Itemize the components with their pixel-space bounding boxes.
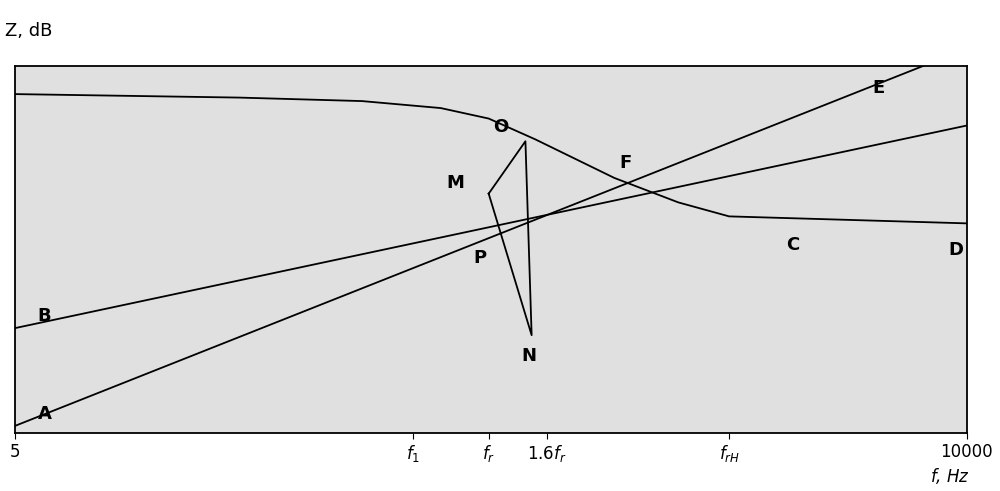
Text: B: B — [38, 307, 51, 325]
Text: Z, dB: Z, dB — [5, 23, 53, 40]
Text: D: D — [949, 241, 964, 259]
Text: N: N — [522, 348, 537, 365]
Text: F: F — [620, 154, 632, 172]
Text: A: A — [38, 405, 51, 423]
Text: O: O — [493, 118, 508, 136]
Text: C: C — [786, 236, 800, 254]
Text: P: P — [474, 249, 487, 267]
Text: $f$, Hz: $f$, Hz — [930, 466, 970, 486]
Text: M: M — [446, 174, 464, 192]
Text: E: E — [873, 80, 885, 97]
